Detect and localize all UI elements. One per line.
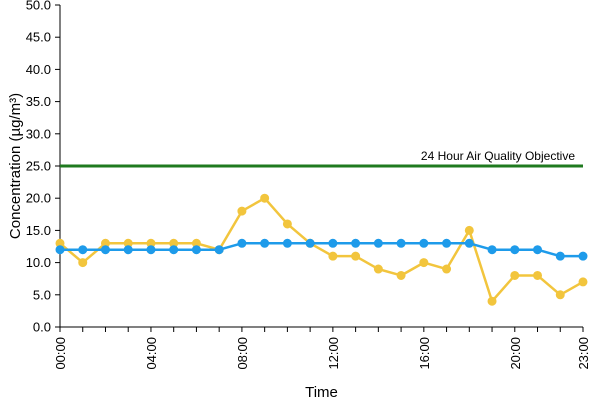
y-axis-title: Concentration (µg/m³) [7, 93, 24, 239]
series-1-point [282, 219, 292, 229]
y-tick-label: 30.0 [26, 126, 51, 141]
series-2-point [123, 245, 133, 255]
series-2-point [55, 245, 65, 255]
series-2-point [464, 238, 474, 248]
series-2-point [237, 238, 247, 248]
x-tick-label: 08:00 [235, 337, 250, 370]
y-tick-label: 15.0 [26, 223, 51, 238]
y-tick-label: 0.0 [33, 320, 51, 335]
series-1-point [396, 270, 406, 280]
series-2-point [510, 245, 520, 255]
series-2-point [305, 238, 315, 248]
series-2-point [533, 245, 543, 255]
y-tick-label: 25.0 [26, 159, 51, 174]
y-tick-label: 20.0 [26, 191, 51, 206]
series-1-point [533, 270, 543, 280]
series-1-point [578, 277, 588, 287]
series-2-point [191, 245, 201, 255]
series-2-point [260, 238, 270, 248]
reference-line-label: 24 Hour Air Quality Objective [421, 149, 575, 163]
series-1-point [510, 270, 520, 280]
series-2-point [555, 251, 565, 261]
y-axis-ticks: 0.0 5.0 10.0 15.0 20.0 25.0 30.0 35.0 40.0 45.0 50… [26, 0, 60, 335]
y-tick-label: 10.0 [26, 255, 51, 270]
series-2-point [78, 245, 88, 255]
series-1-point [442, 264, 452, 274]
series-1-point [260, 193, 270, 203]
x-tick-label: 20:00 [508, 337, 523, 370]
series-2-point [100, 245, 110, 255]
series-2-point [373, 238, 383, 248]
y-tick-label: 5.0 [33, 287, 51, 302]
x-tick-label: 23:00 [576, 337, 591, 370]
reference-line-group: 24 Hour Air Quality Objective [60, 149, 583, 168]
series-1-point [487, 296, 497, 306]
series-2-point [396, 238, 406, 248]
series-2-point [282, 238, 292, 248]
series-1-point [328, 251, 338, 261]
y-tick-label: 40.0 [26, 62, 51, 77]
series-1-point [555, 290, 565, 300]
x-axis-title: Time [305, 384, 338, 400]
x-tick-label: 16:00 [417, 337, 432, 370]
x-axis-ticks: 00:00 04:00 08:00 12:00 16:00 20:00 23:00 [53, 327, 591, 370]
series-1-point [351, 251, 361, 261]
series-2-point [487, 245, 497, 255]
series-2-point [328, 238, 338, 248]
series-1-point [78, 258, 88, 268]
series-2-point [578, 251, 588, 261]
series-1-point [464, 225, 474, 235]
series-1-point [373, 264, 383, 274]
x-tick-label: 04:00 [144, 337, 159, 370]
y-tick-label: 50.0 [26, 0, 51, 13]
data-series [55, 193, 588, 306]
series-2-point [419, 238, 429, 248]
series-2-point [351, 238, 361, 248]
x-tick-label: 12:00 [326, 337, 341, 370]
series-1-point [237, 206, 247, 216]
series-1-point [419, 258, 429, 268]
series-2-point [146, 245, 156, 255]
x-tick-label: 00:00 [53, 337, 68, 370]
y-tick-label: 35.0 [26, 94, 51, 109]
series-2-point [214, 245, 224, 255]
series-2-point [442, 238, 452, 248]
series-2-point [169, 245, 179, 255]
y-tick-label: 45.0 [26, 30, 51, 45]
